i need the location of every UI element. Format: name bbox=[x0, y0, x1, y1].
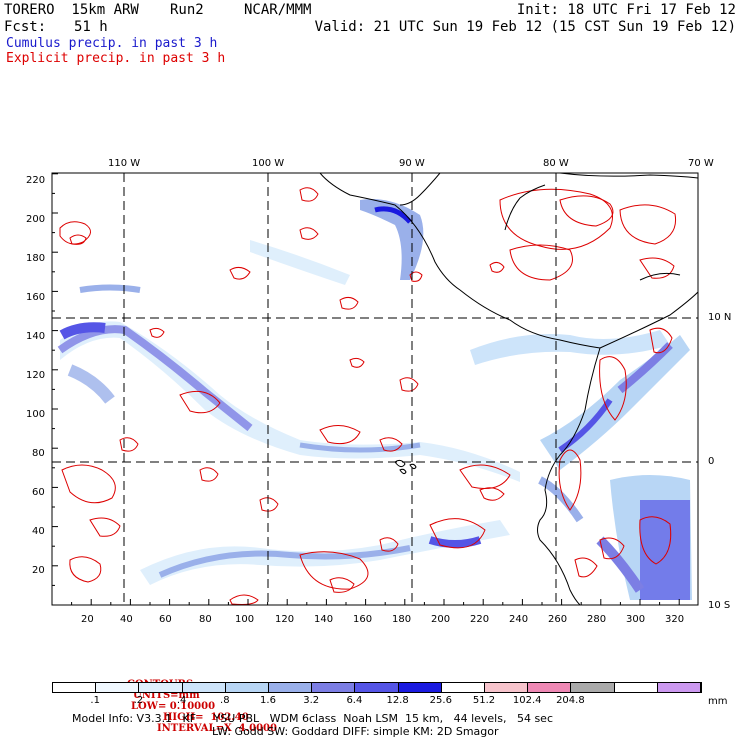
y-tick-label: 60 bbox=[32, 487, 45, 498]
contours-high: HIGH= 102.40 bbox=[162, 712, 249, 723]
lat-label-10s: 10 S bbox=[708, 600, 731, 611]
y-tick-label: 120 bbox=[26, 370, 46, 381]
lon-label-110w: 110 W bbox=[108, 158, 141, 169]
colorbar-cell bbox=[571, 683, 615, 692]
colorbar-tick-label: 12.8 bbox=[386, 695, 409, 706]
x-tick-label: 200 bbox=[431, 614, 451, 625]
x-tick-label: 140 bbox=[314, 614, 334, 625]
init-time: Init: 18 UTC Fri 17 Feb 12 bbox=[516, 2, 736, 18]
coastlines bbox=[319, 173, 698, 605]
x-tick-label: 80 bbox=[199, 614, 212, 625]
y-tick-label: 200 bbox=[26, 214, 46, 225]
x-tick-label: 220 bbox=[470, 614, 490, 625]
physics-info: LW: Godd SW: Goddard DIFF: simple KM: 2D… bbox=[212, 725, 499, 738]
y-tick-label: 220 bbox=[26, 175, 46, 186]
legend-cumulus: Cumulus precip. in past 3 h bbox=[6, 36, 218, 51]
y-tick-label: 160 bbox=[26, 292, 46, 303]
colorbar-cell bbox=[182, 683, 226, 692]
contours-low: LOW= 0.10000 bbox=[130, 701, 216, 712]
lon-label-90w: 90 W bbox=[399, 158, 425, 169]
org-label: NCAR/MMM bbox=[244, 2, 312, 18]
colorbar-cell bbox=[355, 683, 399, 692]
model-title: TORERO 15km ARW bbox=[4, 2, 139, 18]
colorbar-cell bbox=[139, 683, 183, 692]
colorbar-cell bbox=[528, 683, 572, 692]
fcst-label: Fcst: bbox=[4, 19, 47, 35]
contours-units: UNITS=mm bbox=[132, 690, 200, 701]
run-label: Run2 bbox=[170, 2, 204, 18]
legend-explicit: Explicit precip. in past 3 h bbox=[6, 51, 226, 66]
x-tick-label: 100 bbox=[235, 614, 255, 625]
model-info: Model Info: V3.3.1 KF YSU PBL WDM 6class… bbox=[72, 712, 553, 725]
colorbar-tick-label: 1.6 bbox=[260, 695, 276, 706]
colorbar-cell bbox=[657, 683, 701, 692]
colorbar-cell bbox=[441, 683, 485, 692]
x-tick-label: 240 bbox=[509, 614, 529, 625]
colorbar-tick-label: 6.4 bbox=[346, 695, 363, 706]
explicit-precip-contours bbox=[59, 187, 677, 605]
x-tick-label: 60 bbox=[159, 614, 172, 625]
x-tick-label: 180 bbox=[392, 614, 412, 625]
x-tick-label: 320 bbox=[665, 614, 685, 625]
x-tick-label: 40 bbox=[120, 614, 133, 625]
x-tick-label: 160 bbox=[353, 614, 373, 625]
x-tick-label: 260 bbox=[548, 614, 568, 625]
x-tick-label: 120 bbox=[275, 614, 295, 625]
colorbar-tick-label: .8 bbox=[220, 695, 230, 706]
colorbar-unit: mm bbox=[708, 696, 728, 707]
colorbar-cell bbox=[312, 683, 356, 692]
graticule bbox=[52, 173, 698, 605]
colorbar-cell bbox=[614, 683, 658, 692]
colorbar-cell bbox=[96, 683, 140, 692]
axis-ticks bbox=[51, 173, 680, 606]
y-tick-label: 20 bbox=[32, 565, 45, 576]
colorbar-tick-label: 51.2 bbox=[472, 695, 496, 706]
colorbar-cell bbox=[485, 683, 529, 692]
contours-interval: INTERVAL=X 4.0000 bbox=[156, 723, 277, 734]
fcst-value: 51 h bbox=[74, 19, 108, 35]
colorbar-cell bbox=[53, 683, 97, 692]
x-tick-label: 280 bbox=[587, 614, 607, 625]
valid-time: Valid: 21 UTC Sun 19 Feb 12 (15 CST Sun … bbox=[314, 19, 736, 35]
y-tick-label: 100 bbox=[26, 409, 46, 420]
colorbar-tick-label: .4 bbox=[176, 695, 187, 706]
y-tick-label: 140 bbox=[26, 331, 46, 342]
lat-label-0: 0 bbox=[708, 456, 715, 467]
colorbar bbox=[52, 682, 702, 693]
colorbar-tick-label: 102.4 bbox=[512, 695, 542, 706]
colorbar-cell bbox=[398, 683, 442, 692]
y-tick-label: 40 bbox=[32, 526, 45, 537]
lon-label-80w: 80 W bbox=[543, 158, 569, 169]
colorbar-cell bbox=[225, 683, 269, 692]
colorbar-tick-label: .1 bbox=[90, 695, 100, 706]
x-tick-label: 300 bbox=[626, 614, 646, 625]
colorbar-tick-label: .2 bbox=[133, 695, 144, 706]
colorbar-tick-label: 25.6 bbox=[429, 695, 452, 706]
lon-label-70w: 70 W bbox=[688, 158, 714, 169]
colorbar-cell bbox=[269, 683, 313, 692]
colorbar-tick-label: 3.2 bbox=[303, 695, 320, 706]
colorbar-tick-label: 204.8 bbox=[556, 695, 585, 706]
map-background bbox=[52, 173, 698, 605]
x-tick-label: 20 bbox=[81, 614, 94, 625]
y-tick-label: 180 bbox=[26, 253, 46, 264]
y-tick-label: 80 bbox=[32, 448, 45, 459]
lat-label-10n: 10 N bbox=[708, 312, 732, 323]
lon-label-100w: 100 W bbox=[252, 158, 285, 169]
